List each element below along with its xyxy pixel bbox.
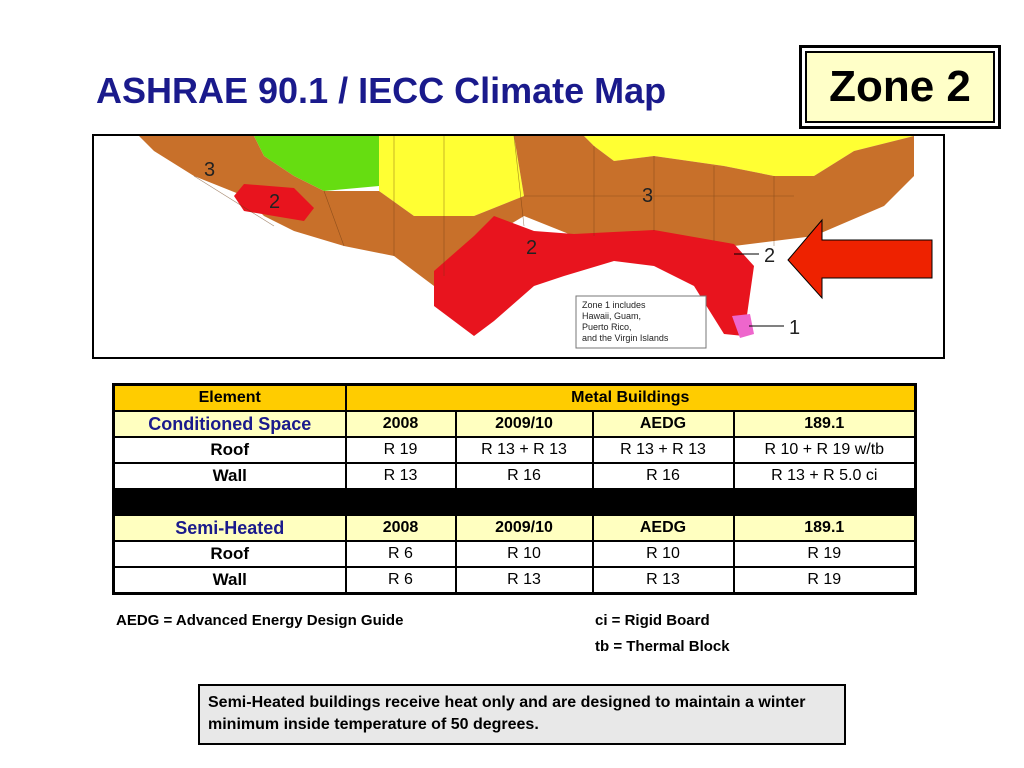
zone-2-gulf [434, 216, 754, 336]
zone-1-region [732, 314, 754, 338]
table-cell: R 13 + R 5.0 ci [732, 462, 917, 490]
zone1-note-line-1: Zone 1 includes [582, 300, 646, 310]
table-cell: R 16 [454, 462, 594, 490]
zone-2-west [234, 184, 314, 221]
table-cell: R 19 [732, 540, 917, 568]
aedg-note: AEDG = Advanced Energy Design Guide [116, 612, 404, 629]
table-row: Wall R 6 R 13 R 13 R 19 [112, 566, 917, 595]
zone-4-region-east [584, 136, 914, 176]
table-cell: R 16 [591, 462, 735, 490]
climate-map-svg: 3 2 2 3 2 1 Zone 1 includes Hawaii, Guam… [139, 136, 933, 349]
separator-row [112, 488, 917, 516]
zone-5-region [254, 136, 379, 191]
separator-cell [112, 488, 917, 516]
zone-label-box: Zone 2 [799, 45, 1001, 129]
col-header: AEDG [591, 514, 735, 542]
zone1-note-line-4: and the Virgin Islands [582, 333, 669, 343]
table-cell: R 13 + R 13 [591, 436, 735, 464]
map-label-east-3: 3 [642, 185, 653, 207]
col-header: 2008 [344, 514, 457, 542]
col-header: AEDG [591, 410, 735, 438]
zone-label: Zone 2 [805, 51, 995, 123]
col-header: 189.1 [732, 514, 917, 542]
map-label-right-1: 1 [789, 317, 800, 339]
zone-4-region [379, 136, 524, 216]
col-header: 2009/10 [454, 514, 594, 542]
map-label-west-3: 3 [204, 159, 215, 181]
conditioned-space-label: Conditioned Space [112, 410, 347, 438]
table-cell: R 10 + R 19 w/tb [732, 436, 917, 464]
map-label-west-2: 2 [269, 191, 280, 213]
col-header: 2009/10 [454, 410, 594, 438]
table-row: Roof R 6 R 10 R 10 R 19 [112, 540, 917, 568]
insulation-table: Element Metal Buildings Conditioned Spac… [112, 383, 918, 595]
col-header: 2008 [344, 410, 457, 438]
page-title: ASHRAE 90.1 / IECC Climate Map [96, 70, 667, 111]
table-cell: R 6 [344, 566, 457, 595]
table-cell: R 13 + R 13 [454, 436, 594, 464]
zone1-note-box [575, 295, 707, 349]
col-header: 189.1 [732, 410, 917, 438]
zone1-note-line-2: Hawaii, Guam, [582, 311, 641, 321]
row-label: Roof [112, 436, 347, 464]
table-cell: R 6 [344, 540, 457, 568]
semi-heated-label: Semi-Heated [112, 514, 347, 542]
table-cell: R 19 [344, 436, 457, 464]
map-label-gulf-2: 2 [526, 237, 537, 259]
conditioned-header-row: Conditioned Space 2008 2009/10 AEDG 189.… [112, 410, 917, 438]
table-cell: R 13 [344, 462, 457, 490]
arrow-icon [787, 218, 933, 300]
row-label: Wall [112, 566, 347, 595]
table-cell: R 13 [591, 566, 735, 595]
map-label-right-2: 2 [764, 245, 775, 267]
header-element: Element [112, 383, 347, 412]
semi-header-row: Semi-Heated 2008 2009/10 AEDG 189.1 [112, 514, 917, 542]
table-row: Roof R 19 R 13 + R 13 R 13 + R 13 R 10 +… [112, 436, 917, 464]
table-cell: R 19 [732, 566, 917, 595]
zone1-note-line-3: Puerto Rico, [582, 322, 632, 332]
zone-3-region [139, 136, 914, 286]
table-cell: R 10 [454, 540, 594, 568]
header-metal-buildings: Metal Buildings [344, 383, 917, 412]
semi-heated-info-box: Semi-Heated buildings receive heat only … [198, 684, 846, 745]
table-cell: R 13 [454, 566, 594, 595]
table-cell: R 10 [591, 540, 735, 568]
climate-map: 3 2 2 3 2 1 Zone 1 includes Hawaii, Guam… [92, 134, 945, 359]
table-row: Wall R 13 R 16 R 16 R 13 + R 5.0 ci [112, 462, 917, 490]
tb-note: tb = Thermal Block [595, 638, 730, 655]
row-label: Roof [112, 540, 347, 568]
table-header-row: Element Metal Buildings [112, 383, 917, 412]
row-label: Wall [112, 462, 347, 490]
ci-note: ci = Rigid Board [595, 612, 710, 629]
